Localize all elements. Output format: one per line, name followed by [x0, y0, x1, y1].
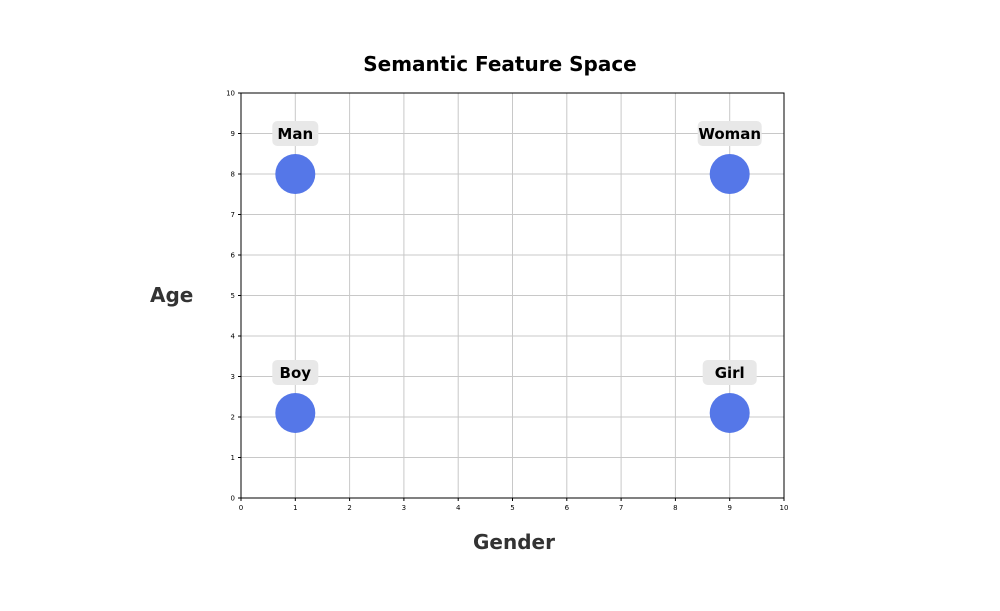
data-point-man: Man	[272, 121, 319, 194]
y-tick-label: 10	[226, 90, 235, 98]
data-point-woman: Woman	[697, 121, 762, 194]
y-tick-label: 8	[231, 171, 235, 179]
y-tick-label: 7	[231, 211, 235, 219]
y-tick-label: 1	[231, 454, 235, 462]
point-marker	[709, 392, 750, 433]
x-tick-label: 9	[727, 504, 731, 512]
y-tick-label: 9	[231, 130, 235, 138]
point-label-box	[272, 359, 319, 385]
x-tick-label: 2	[347, 504, 351, 512]
x-tick-label: 5	[510, 504, 514, 512]
plot-area-frame	[240, 92, 785, 499]
x-tick-label: 1	[293, 504, 297, 512]
x-tick-label: 7	[619, 504, 623, 512]
x-tick-label: 3	[402, 504, 406, 512]
x-tick-label: 10	[780, 504, 789, 512]
x-tick-label: 6	[565, 504, 570, 512]
y-tick-label: 6	[231, 252, 236, 260]
y-tick-label: 0	[231, 495, 235, 503]
point-marker	[275, 154, 316, 194]
point-marker	[275, 392, 316, 433]
point-label: Man	[277, 125, 313, 143]
point-label: Woman	[698, 125, 761, 143]
y-tick-label: 3	[231, 373, 235, 381]
y-tick-label: 5	[231, 292, 235, 300]
point-label-box	[272, 121, 319, 146]
x-tick-label: 8	[673, 504, 677, 512]
chart-title: Semantic Feature Space	[363, 52, 637, 76]
point-label: Boy	[280, 364, 312, 382]
y-axis-label: Age	[150, 283, 194, 307]
point-label-box	[702, 359, 757, 385]
data-point-boy: Boy	[272, 359, 319, 433]
ticks: 0 1 2 3 4 5 6 7 8 9 10 0 1 2 3 4 5 6 7 8 9 10	[226, 90, 788, 513]
point-label-box	[697, 121, 762, 146]
y-tick-label: 2	[231, 414, 235, 422]
x-axis-label: Gender	[473, 530, 555, 554]
data-point-girl: Girl	[702, 359, 757, 433]
grid	[240, 92, 785, 499]
data-points: Man Woman Boy Girl	[272, 121, 762, 433]
x-tick-label: 4	[456, 504, 461, 512]
y-tick-label: 4	[231, 333, 236, 341]
x-tick-label: 0	[239, 504, 243, 512]
point-marker	[709, 154, 750, 194]
point-label: Girl	[715, 364, 745, 382]
